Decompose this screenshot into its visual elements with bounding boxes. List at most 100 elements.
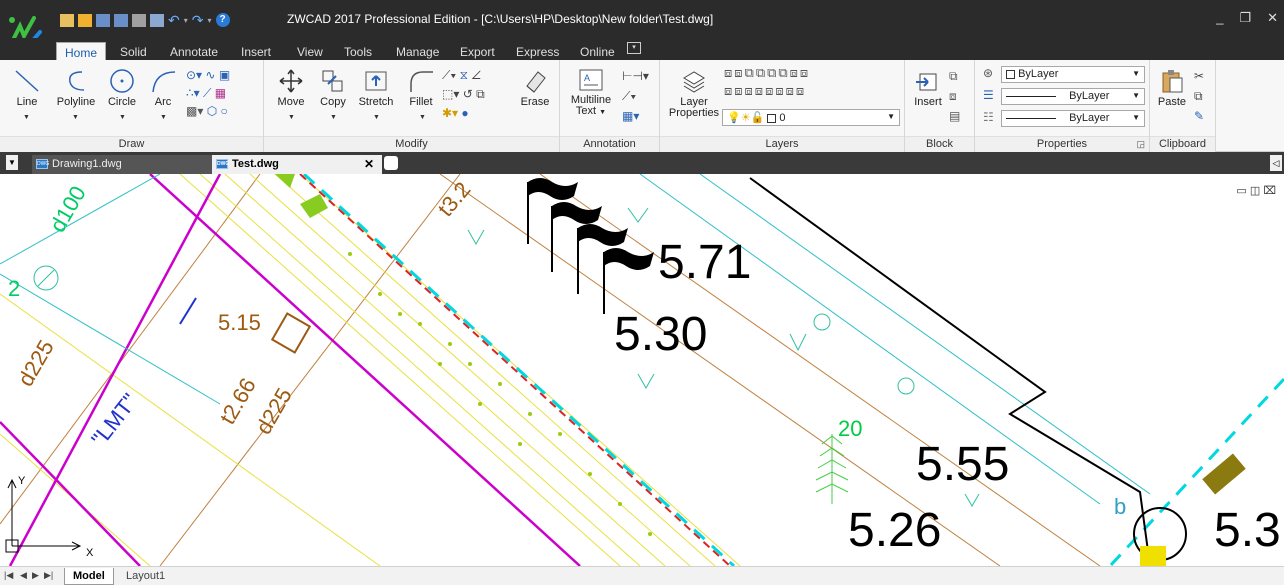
copy-dropdown-icon[interactable]: ▼ <box>330 114 337 121</box>
match-properties-icon[interactable]: ⊛ <box>983 66 994 80</box>
polyline-button[interactable]: Polyline <box>52 68 100 108</box>
rotate-icon[interactable]: ↺ <box>462 87 473 101</box>
point-icon[interactable]: ∴▾ <box>186 86 200 100</box>
circle-button[interactable]: Circle <box>104 68 140 108</box>
tab-express[interactable]: Express <box>516 45 560 59</box>
arc-button[interactable]: Arc <box>146 68 180 108</box>
doc-tab-drawing1[interactable]: DWG Drawing1.dwg <box>32 155 212 174</box>
new-tab-icon[interactable] <box>384 156 398 170</box>
move-button[interactable]: Move <box>272 68 310 108</box>
tab-tools[interactable]: Tools <box>344 45 373 59</box>
leader-icon[interactable]: ⟋▾ <box>622 89 637 103</box>
hatch-icon[interactable]: ▦ <box>214 86 227 100</box>
save-icon[interactable] <box>96 13 110 27</box>
lineweight-dropdown[interactable]: ByLayer ▼ <box>1001 110 1145 127</box>
redo-dropdown-icon[interactable]: ▾ <box>207 15 212 25</box>
close-button[interactable]: ✕ <box>1267 10 1278 25</box>
print-icon[interactable] <box>132 13 146 27</box>
scale-icon[interactable]: ⧉ <box>476 87 485 101</box>
doc-tab-close-icon[interactable]: ✕ <box>363 157 374 171</box>
tab-view[interactable]: View <box>297 45 323 59</box>
layout-tab-model[interactable]: Model <box>64 568 114 585</box>
maximize-button[interactable]: ❐ <box>1239 10 1252 25</box>
layout-tab-layout1[interactable]: Layout1 <box>126 570 166 582</box>
multiline-text-dropdown-icon[interactable]: ▼ <box>599 109 607 116</box>
arc-dropdown-icon[interactable]: ▼ <box>160 114 167 121</box>
tab-manage[interactable]: Manage <box>396 45 440 59</box>
circle-dropdown-icon[interactable]: ▼ <box>119 114 126 121</box>
paste-label: Paste <box>1157 96 1187 108</box>
save-as-icon[interactable] <box>114 13 128 27</box>
tab-scroll-icon[interactable]: ◁ <box>1270 155 1282 171</box>
edit-block-icon[interactable]: ⧈ <box>949 89 957 103</box>
ellipse-icon[interactable]: ⊙▾ <box>186 68 203 82</box>
tab-online[interactable]: Online <box>580 45 615 59</box>
mirror-icon[interactable]: ⧖ <box>459 68 469 82</box>
rectangle-icon[interactable]: ▣ <box>218 68 231 82</box>
layer-tool-row1-icon[interactable]: ⧈⧈⧉⧉⧉⧉⧈⧈ <box>724 65 811 80</box>
layer-tool-row2-icon[interactable]: ⧈⧈⧈⧈⧈⧈⧈⧈ <box>724 83 807 98</box>
tab-home[interactable]: Home <box>56 42 107 62</box>
line-label: Line <box>16 96 38 108</box>
doc-tab-test[interactable]: DWG Test.dwg ✕ <box>212 155 382 174</box>
table-icon[interactable]: ▦▾ <box>622 109 640 123</box>
explode-icon[interactable]: ✱▾ <box>442 106 459 120</box>
trim-icon[interactable]: ⟋▾ <box>442 68 457 82</box>
copy-clip-icon[interactable]: ⧉ <box>1194 89 1203 103</box>
tab-list-dropdown-icon[interactable]: ▼ <box>6 155 18 170</box>
viewport-minimize-icon[interactable]: ▭ <box>1236 185 1247 197</box>
tab-insert[interactable]: Insert <box>241 45 272 59</box>
polygon-icon[interactable]: ⬡ <box>206 104 218 118</box>
open-folder-icon[interactable] <box>78 13 92 27</box>
line-button[interactable]: Line <box>10 68 44 108</box>
last-layout-icon[interactable]: ▶| <box>44 570 54 580</box>
tab-solid[interactable]: Solid <box>120 45 147 59</box>
help-icon[interactable]: ? <box>215 13 230 27</box>
stretch-button[interactable]: Stretch <box>354 68 398 108</box>
plot-preview-icon[interactable] <box>150 13 164 27</box>
paste-button[interactable]: Paste <box>1156 68 1188 108</box>
insert-button[interactable]: Insert <box>911 68 945 108</box>
rectangle-array-icon[interactable]: ⬚▾ <box>442 87 460 101</box>
layout-tab-bar: |◀ ◀ ▶ ▶| Model Layout1 <box>0 566 1284 585</box>
tab-export[interactable]: Export <box>460 45 495 59</box>
copy-button[interactable]: Copy <box>314 68 352 108</box>
offset-icon[interactable]: ∠ <box>471 68 481 82</box>
ribbon-minimize-icon[interactable]: ▾ <box>627 42 641 54</box>
define-attributes-icon[interactable]: ▤ <box>949 109 961 123</box>
fillet-dropdown-icon[interactable]: ▼ <box>419 114 426 121</box>
polyline-dropdown-icon[interactable]: ▼ <box>72 114 79 121</box>
linetype-dropdown[interactable]: ByLayer ▼ <box>1001 88 1145 105</box>
viewport-restore-icon[interactable]: ◫ <box>1249 185 1261 197</box>
linear-dimension-icon[interactable]: ⊢⊣▾ <box>622 69 649 83</box>
donut-icon[interactable]: ○ <box>220 104 228 118</box>
move-dropdown-icon[interactable]: ▼ <box>288 114 295 121</box>
redo-icon[interactable]: ↷ <box>191 11 204 28</box>
erase-button[interactable]: Erase <box>516 68 554 108</box>
line-dropdown-icon[interactable]: ▼ <box>23 114 30 121</box>
spline-icon[interactable]: ∿ <box>205 68 216 82</box>
first-layout-icon[interactable]: |◀ <box>4 570 14 580</box>
undo-dropdown-icon[interactable]: ▾ <box>183 15 188 25</box>
create-block-icon[interactable]: ⧉ <box>949 69 958 83</box>
prev-layout-icon[interactable]: ◀ <box>20 570 27 580</box>
drawing-canvas[interactable]: 5.71 5.30 5.15 5.55 5.26 5.3 t3.2 t2.66 … <box>0 174 1284 585</box>
minimize-button[interactable]: _ <box>1216 10 1224 25</box>
color-dropdown[interactable]: ByLayer ▼ <box>1001 66 1145 83</box>
cut-icon[interactable]: ✂ <box>1194 69 1205 83</box>
join-icon[interactable]: ● <box>461 106 469 120</box>
new-file-icon[interactable] <box>60 13 74 27</box>
region-icon[interactable]: ▩▾ <box>186 104 204 118</box>
next-layout-icon[interactable]: ▶ <box>32 570 39 580</box>
tab-annotate[interactable]: Annotate <box>170 45 219 59</box>
multiline-text-button[interactable]: A Multiline Text ▼ <box>566 68 616 118</box>
match-brush-icon[interactable]: ✎ <box>1194 109 1205 123</box>
layer-properties-button[interactable]: Layer Properties <box>666 68 722 119</box>
properties-launcher-icon[interactable]: ◲ <box>1136 139 1145 149</box>
layer-dropdown[interactable]: 💡☀🔓 0 ▼ <box>722 109 900 126</box>
viewport-close-icon[interactable]: ⌧ <box>1263 185 1276 197</box>
undo-icon[interactable]: ↶ <box>168 11 180 28</box>
stretch-dropdown-icon[interactable]: ▼ <box>373 114 380 121</box>
ray-icon[interactable]: ⟋ <box>203 86 212 100</box>
fillet-button[interactable]: Fillet <box>402 68 440 108</box>
